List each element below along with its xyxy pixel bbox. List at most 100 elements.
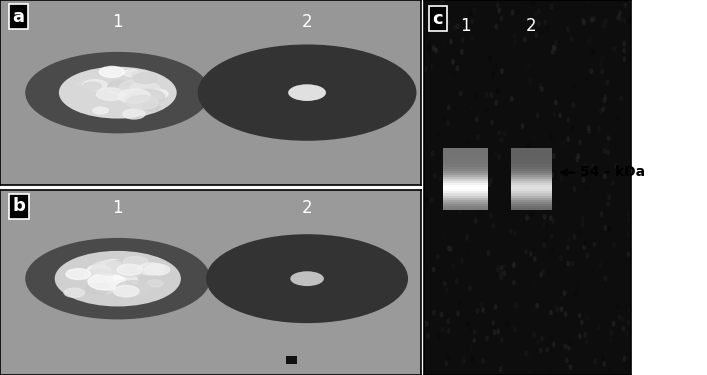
Circle shape: [492, 321, 495, 325]
Circle shape: [592, 50, 595, 54]
Circle shape: [571, 125, 573, 130]
Circle shape: [560, 307, 563, 312]
Circle shape: [496, 152, 498, 156]
Circle shape: [462, 38, 464, 42]
Circle shape: [496, 88, 499, 93]
Circle shape: [603, 98, 606, 103]
Bar: [511, 200, 552, 202]
Circle shape: [588, 316, 590, 321]
Circle shape: [578, 313, 581, 318]
Circle shape: [477, 150, 479, 154]
Text: a: a: [13, 8, 25, 26]
Circle shape: [554, 100, 557, 105]
Circle shape: [527, 370, 530, 375]
Circle shape: [54, 251, 181, 306]
Circle shape: [510, 97, 513, 101]
Circle shape: [536, 113, 539, 118]
Circle shape: [598, 126, 601, 130]
Circle shape: [551, 50, 554, 54]
Circle shape: [117, 264, 142, 275]
Circle shape: [591, 18, 593, 22]
Circle shape: [620, 146, 622, 150]
Circle shape: [146, 89, 168, 99]
Circle shape: [580, 320, 583, 325]
Circle shape: [520, 217, 522, 222]
Circle shape: [515, 303, 518, 308]
Circle shape: [560, 177, 563, 181]
Circle shape: [506, 322, 509, 327]
Circle shape: [490, 93, 493, 98]
Circle shape: [522, 173, 525, 177]
Circle shape: [623, 41, 626, 46]
Circle shape: [513, 231, 516, 236]
Circle shape: [129, 82, 160, 95]
Circle shape: [469, 286, 472, 291]
Circle shape: [543, 215, 546, 219]
Circle shape: [552, 45, 555, 50]
Circle shape: [440, 147, 443, 151]
Circle shape: [629, 308, 631, 312]
Circle shape: [534, 256, 536, 261]
Circle shape: [466, 363, 468, 367]
Circle shape: [448, 105, 450, 110]
Bar: [511, 183, 552, 185]
Circle shape: [452, 263, 454, 268]
Circle shape: [443, 282, 446, 286]
Circle shape: [554, 46, 556, 51]
Circle shape: [627, 252, 630, 257]
Circle shape: [573, 235, 575, 239]
Circle shape: [510, 364, 513, 369]
Circle shape: [110, 274, 138, 286]
Circle shape: [536, 20, 538, 24]
Circle shape: [525, 249, 527, 254]
Circle shape: [465, 236, 468, 241]
Bar: [511, 187, 552, 189]
Circle shape: [584, 333, 586, 337]
Circle shape: [493, 65, 496, 69]
Circle shape: [498, 130, 501, 135]
Circle shape: [493, 330, 496, 335]
Circle shape: [601, 56, 603, 60]
Circle shape: [539, 348, 542, 352]
Circle shape: [599, 262, 602, 267]
Circle shape: [453, 25, 456, 30]
Circle shape: [25, 52, 211, 134]
Circle shape: [610, 283, 613, 287]
Circle shape: [129, 90, 165, 105]
Circle shape: [452, 72, 455, 76]
Circle shape: [83, 80, 107, 90]
Circle shape: [534, 153, 537, 157]
Circle shape: [460, 91, 462, 96]
Bar: [511, 185, 552, 187]
Circle shape: [501, 338, 503, 342]
Circle shape: [606, 80, 609, 85]
Circle shape: [490, 178, 492, 183]
Circle shape: [427, 30, 429, 34]
Circle shape: [563, 291, 566, 296]
Bar: [511, 208, 552, 210]
Bar: [511, 206, 552, 208]
Circle shape: [469, 106, 472, 110]
Circle shape: [470, 327, 473, 332]
Circle shape: [592, 16, 595, 21]
Circle shape: [111, 87, 130, 95]
Circle shape: [588, 112, 590, 117]
Circle shape: [116, 281, 151, 296]
Circle shape: [613, 46, 616, 51]
Circle shape: [424, 67, 426, 72]
Circle shape: [433, 267, 435, 272]
Circle shape: [127, 95, 158, 109]
Circle shape: [433, 174, 436, 178]
Circle shape: [445, 287, 448, 292]
Circle shape: [554, 205, 556, 209]
Circle shape: [588, 0, 590, 3]
Circle shape: [527, 354, 530, 358]
Circle shape: [586, 186, 588, 190]
Circle shape: [119, 267, 142, 277]
Circle shape: [600, 109, 602, 113]
Text: 2: 2: [526, 17, 537, 35]
Circle shape: [443, 235, 445, 239]
Circle shape: [619, 315, 621, 320]
Circle shape: [531, 212, 533, 217]
Circle shape: [613, 243, 615, 248]
